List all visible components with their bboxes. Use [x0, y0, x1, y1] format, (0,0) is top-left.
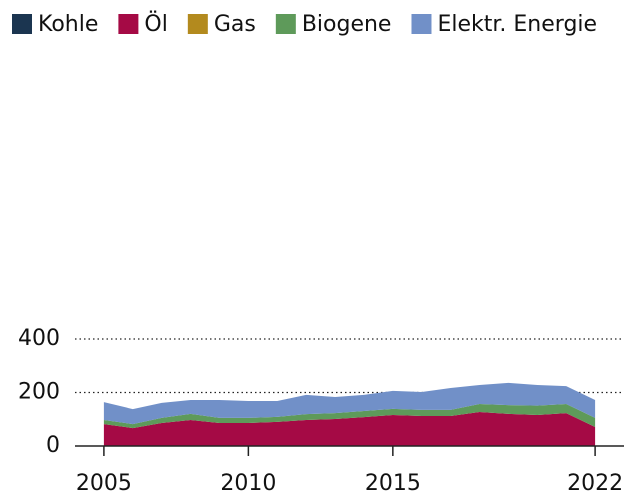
x-tick-label: 2022: [567, 471, 623, 493]
legend-label: Kohle: [38, 12, 98, 37]
area: [103, 382, 596, 425]
legend-swatch: [187, 14, 208, 34]
x-tick-label: 2005: [76, 471, 132, 493]
y-tick-label: 0: [46, 433, 60, 458]
legend-label: Gas: [214, 12, 256, 37]
area: [103, 404, 596, 429]
legend-label: Öl: [144, 11, 167, 37]
legend-label: Biogene: [302, 12, 392, 37]
legend-swatch: [12, 14, 32, 34]
legend-swatch: [411, 14, 432, 34]
y-tick-label: 400: [18, 326, 60, 351]
legend-label: Elektr. Energie: [437, 12, 597, 37]
area: [103, 412, 596, 446]
x-tick-label: 2010: [220, 471, 276, 493]
legend-swatch: [118, 14, 139, 34]
legend-swatch: [275, 14, 296, 34]
y-tick-label: 200: [18, 380, 60, 405]
x-tick-label: 2015: [365, 471, 421, 493]
